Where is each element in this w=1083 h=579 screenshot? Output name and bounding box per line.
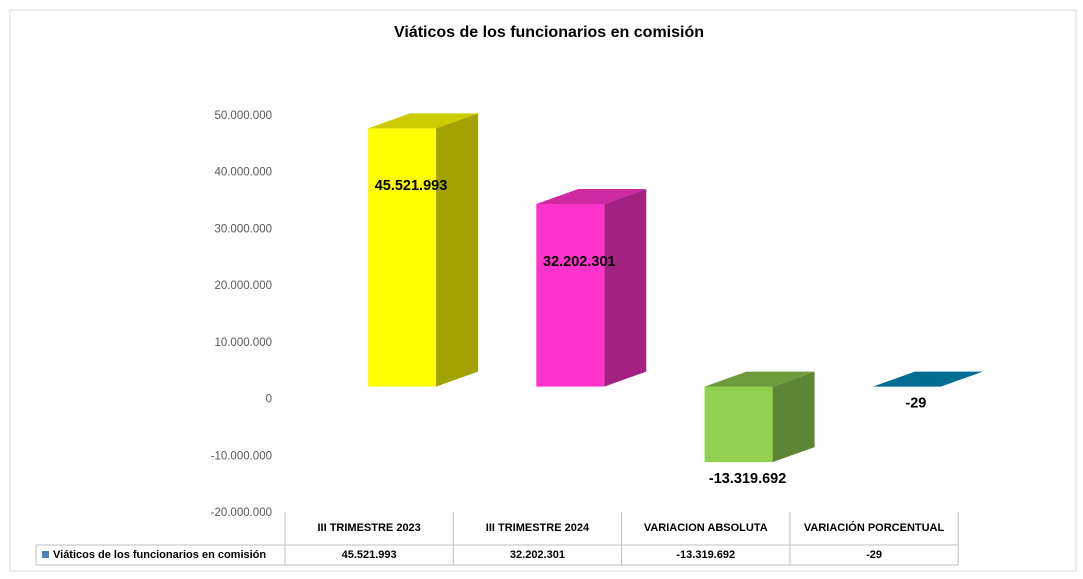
- y-tick-label: -20.000.000: [211, 507, 272, 519]
- x-category-label: VARIACION ABSOLUTA: [643, 522, 768, 534]
- table-value: 45.521.993: [341, 549, 397, 561]
- bar-side: [940, 371, 983, 387]
- table-value: -29: [866, 549, 882, 561]
- bar-top: [872, 371, 983, 387]
- y-tick-label: 40.000.000: [214, 167, 272, 179]
- y-tick-label: -10.000.000: [211, 450, 272, 462]
- data-label: 45.521.993: [375, 178, 448, 194]
- data-label: -13.319.692: [709, 471, 786, 487]
- chart-title: Viáticos de los funcionarios en comisión: [394, 24, 704, 41]
- y-tick-label: 30.000.000: [214, 223, 272, 235]
- data-label: -29: [905, 395, 926, 411]
- data-label: 32.202.301: [543, 254, 616, 270]
- y-tick-label: 50.000.000: [214, 110, 272, 122]
- bar-top: [368, 113, 478, 129]
- bar-top: [704, 371, 815, 387]
- bar-side: [604, 188, 647, 387]
- bar-side: [436, 113, 478, 387]
- y-tick-label: 0: [266, 394, 272, 406]
- bar-front: [368, 128, 436, 387]
- y-tick-label: 20.000.000: [214, 280, 272, 292]
- bar-front: [536, 203, 605, 387]
- x-category-label: III TRIMESTRE 2023: [317, 522, 421, 534]
- table-value: -13.319.692: [676, 549, 736, 561]
- bar-side: [772, 371, 815, 463]
- bar-top: [536, 188, 647, 204]
- legend-key: [42, 551, 49, 558]
- legend-label: Viáticos de los funcionarios en comisión: [53, 549, 267, 561]
- bar-front: [704, 386, 773, 463]
- x-category-label: VARIACIÓN PORCENTUAL: [803, 522, 945, 534]
- y-tick-label: 10.000.000: [214, 337, 272, 349]
- x-category-label: III TRIMESTRE 2024: [485, 522, 590, 534]
- table-value: 32.202.301: [509, 549, 565, 561]
